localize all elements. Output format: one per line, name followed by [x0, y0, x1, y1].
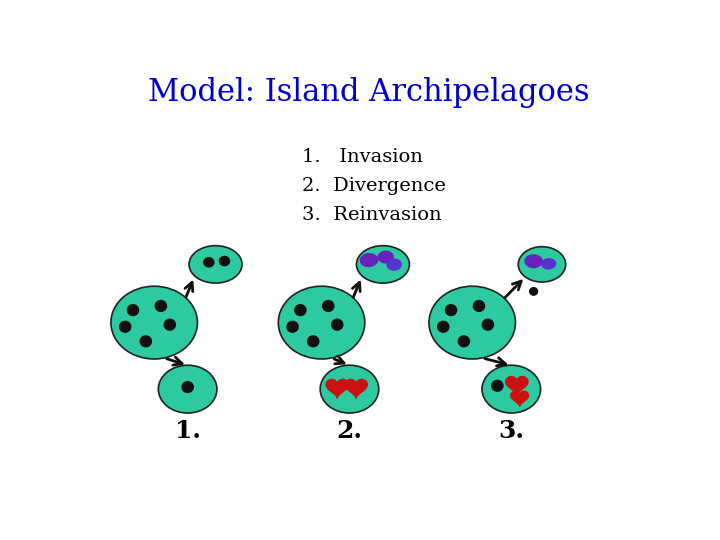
- Ellipse shape: [156, 301, 166, 312]
- Polygon shape: [378, 251, 393, 263]
- Ellipse shape: [307, 336, 319, 347]
- Polygon shape: [525, 255, 542, 268]
- Ellipse shape: [482, 365, 541, 413]
- Polygon shape: [387, 259, 401, 270]
- Ellipse shape: [320, 365, 379, 413]
- Ellipse shape: [204, 258, 214, 267]
- Text: 1.: 1.: [175, 419, 201, 443]
- Ellipse shape: [220, 256, 230, 266]
- Polygon shape: [510, 392, 528, 406]
- Text: 2.  Divergence: 2. Divergence: [302, 177, 446, 195]
- Text: 1.   Invasion: 1. Invasion: [302, 148, 423, 166]
- Ellipse shape: [182, 382, 193, 393]
- Text: Model: Island Archipelagoes: Model: Island Archipelagoes: [148, 77, 590, 109]
- Ellipse shape: [294, 305, 306, 315]
- Polygon shape: [505, 376, 528, 395]
- Ellipse shape: [111, 286, 197, 359]
- Polygon shape: [541, 259, 556, 269]
- Ellipse shape: [482, 319, 493, 330]
- Ellipse shape: [164, 319, 176, 330]
- Ellipse shape: [473, 301, 485, 312]
- Ellipse shape: [332, 319, 343, 330]
- Ellipse shape: [127, 305, 138, 315]
- Ellipse shape: [356, 246, 410, 283]
- Ellipse shape: [518, 247, 566, 282]
- Ellipse shape: [140, 336, 151, 347]
- Ellipse shape: [530, 288, 538, 295]
- Ellipse shape: [429, 286, 516, 359]
- Text: 2.: 2.: [336, 419, 362, 443]
- Polygon shape: [345, 380, 367, 398]
- Ellipse shape: [446, 305, 456, 315]
- Ellipse shape: [158, 365, 217, 413]
- Ellipse shape: [323, 301, 334, 312]
- Ellipse shape: [438, 321, 449, 332]
- Polygon shape: [326, 380, 348, 398]
- Ellipse shape: [492, 380, 503, 391]
- Ellipse shape: [287, 321, 298, 332]
- Ellipse shape: [459, 336, 469, 347]
- Text: 3.  Reinvasion: 3. Reinvasion: [302, 206, 441, 224]
- Ellipse shape: [279, 286, 365, 359]
- Ellipse shape: [189, 246, 242, 283]
- Text: 3.: 3.: [498, 419, 524, 443]
- Polygon shape: [361, 254, 378, 266]
- Ellipse shape: [120, 321, 131, 332]
